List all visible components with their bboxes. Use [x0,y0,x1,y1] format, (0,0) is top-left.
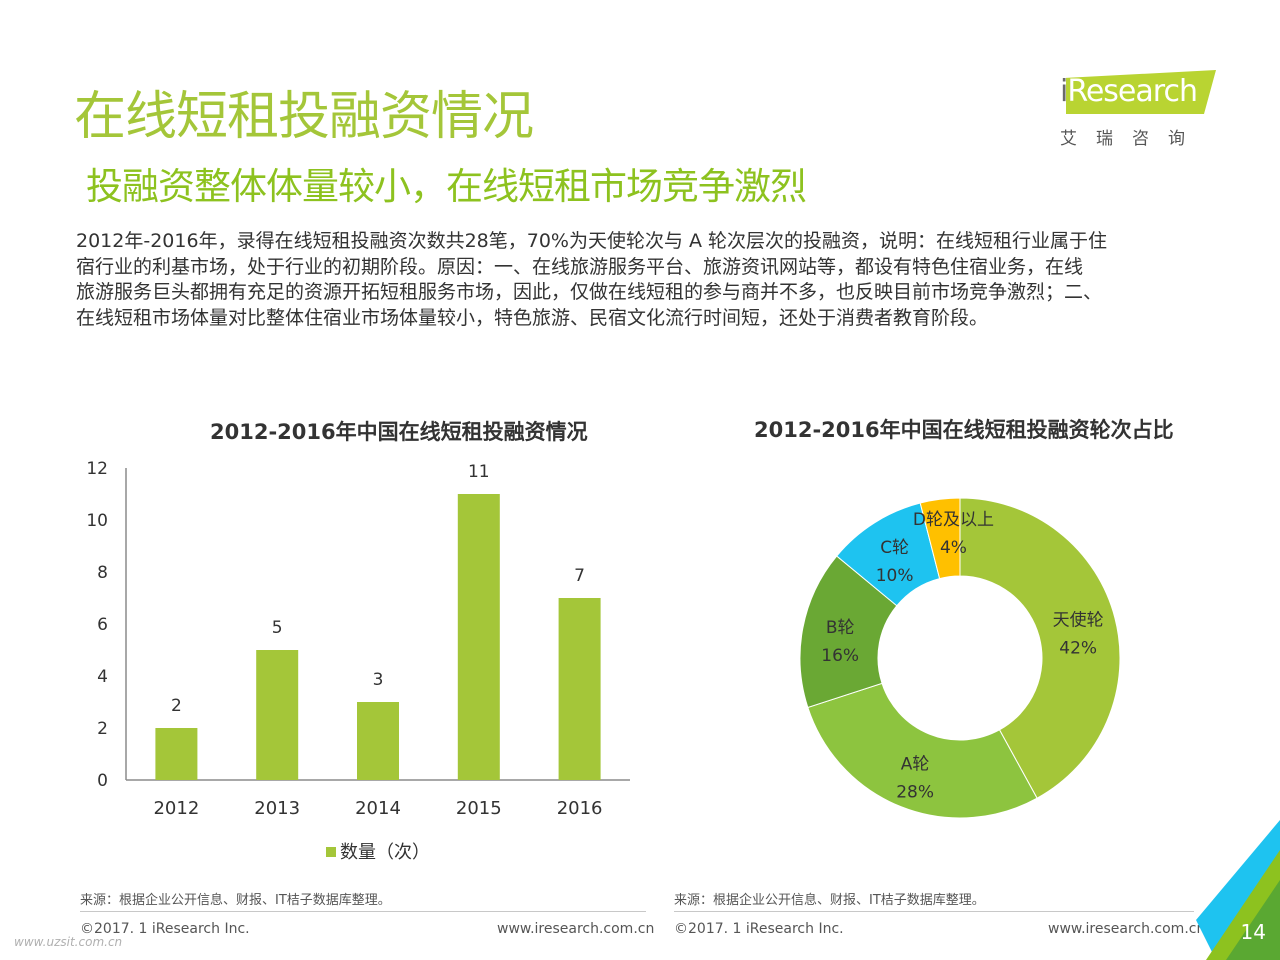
y-tick-label: 6 [97,615,108,635]
copyright-right: ©2017. 1 iResearch Inc. [674,921,844,937]
y-tick-label: 4 [97,667,108,687]
donut-slice [919,497,961,580]
slice-label: 天使轮 [1053,610,1104,631]
bar-value-label: 7 [574,566,585,586]
x-tick-label: 2015 [456,798,502,819]
y-tick-label: 8 [97,563,108,583]
body-line: 宿行业的利基市场，处于行业的初期阶段。原因：一、在线旅游服务平台、旅游资讯网站等… [76,255,1084,278]
donut-slice [799,555,898,709]
y-tick-label: 10 [86,511,108,531]
watermark: www.uzsit.com.cn [14,935,123,949]
bar-chart: 0 2 4 6 8 10 12 2 2012 5 2013 3 2014 11 2015 7 2016 [86,459,630,819]
divider-left [80,911,646,912]
legend-swatch [326,847,336,857]
url-left[interactable]: www.iresearch.com.cn [497,921,655,937]
copyright-left: ©2017. 1 iResearch Inc. [80,921,250,937]
slice-label: C轮 [880,538,909,558]
logo-chinese: 艾瑞咨询 [1060,129,1204,149]
donut-chart: 天使轮 42% A轮 28% B轮 16% C轮 10% D轮及以上 4% [799,497,1121,819]
slice-label: B轮 [826,618,855,638]
body-line: 2012年-2016年，录得在线短租投融资次数共28笔，70%为天使轮次与 A … [76,230,1108,252]
x-tick-label: 2013 [254,798,300,819]
logo-wordmark: iResearch [1060,74,1198,109]
slice-percent-label: 28% [896,782,934,802]
bar-value-label: 2 [171,696,182,716]
bar [155,728,198,780]
donut-slice [959,497,1121,799]
divider-right [674,911,1194,912]
legend-label: 数量（次） [340,842,430,863]
bar-legend: 数量（次） [326,838,430,864]
corner-dark-green-shape [1226,880,1280,960]
iresearch-logo: iResearch 艾瑞咨询 [1056,68,1218,149]
slice-percent-label: 10% [876,566,914,586]
donut-chart-title: 2012-2016年中国在线短租投融资轮次占比 [754,418,1174,442]
x-tick-label: 2014 [355,798,401,819]
y-tick-label: 12 [86,459,108,479]
y-tick-label: 0 [97,771,108,791]
logo-brand: Research [1067,74,1198,109]
corner-decoration [1196,820,1280,960]
bar [256,650,299,780]
logo-band [1066,70,1216,114]
bar [357,702,399,780]
page-number: 14 [1240,920,1266,944]
url-right[interactable]: www.iresearch.com.cn [1048,921,1206,937]
x-tick-label: 2016 [557,798,603,819]
slice-percent-label: 42% [1059,639,1097,659]
y-tick-label: 2 [97,719,108,739]
slice-percent-label: 16% [821,646,859,666]
slice-label: D轮及以上 [913,510,994,530]
bar [558,598,601,780]
bar-value-label: 5 [272,618,283,638]
slice-label: A轮 [901,754,930,774]
body-paragraph: 2012年-2016年，录得在线短租投融资次数共28笔，70%为天使轮次与 A … [76,229,1216,331]
bar-value-label: 3 [373,670,384,690]
donut-slice [807,682,1038,819]
source-note-left: 来源：根据企业公开信息、财报、IT桔子数据库整理。 [80,893,391,908]
bar-chart-title: 2012-2016年中国在线短租投融资情况 [210,420,588,444]
slice-percent-label: 4% [940,538,967,558]
bar [457,494,500,780]
logo-i: i [1060,74,1068,109]
page-subtitle: 投融资整体体量较小，在线短租市场竞争激烈 [86,165,807,208]
body-line: 旅游服务巨头都拥有充足的资源开拓短租服务市场，因此，仅做在线短租的参与商并不多，… [76,281,1103,303]
body-line: 在线短租市场体量对比整体住宿业市场体量较小，特色旅游、民宿文化流行时间短，还处于… [76,306,989,329]
source-note-right: 来源：根据企业公开信息、财报、IT桔子数据库整理。 [674,893,985,908]
x-tick-label: 2012 [153,798,199,819]
page-title: 在线短租投融资情况 [74,87,534,147]
bar-value-label: 11 [468,462,490,482]
